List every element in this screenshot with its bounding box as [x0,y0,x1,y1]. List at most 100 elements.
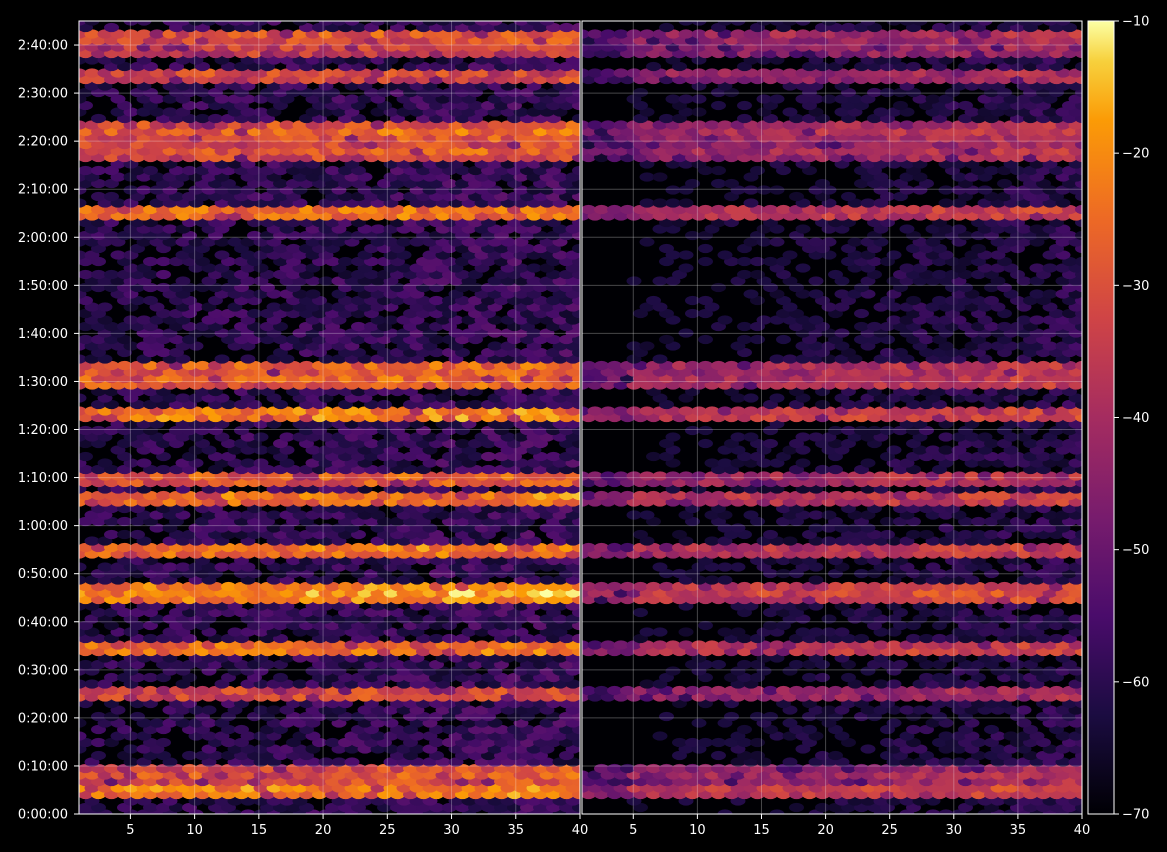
heatmap-cell [468,399,483,410]
heatmap-cell [587,640,603,650]
heatmap-cell [429,295,444,306]
heatmap-cell [652,640,668,650]
heatmap-cell [789,581,804,592]
heatmap-cell [912,705,928,715]
heatmap-cell [659,581,674,592]
heatmap-cell [91,750,106,761]
heatmap-cell [91,191,106,202]
heatmap-cell [266,705,282,715]
heatmap-cell [182,763,197,774]
heatmap-cell [672,763,687,774]
heatmap-cell [886,679,902,689]
heatmap-cell [344,757,360,767]
heatmap-cell [325,737,340,748]
heatmap-cell [156,464,171,475]
heatmap-cell [997,581,1012,592]
heatmap-cell [396,237,412,247]
heatmap-cell [299,360,314,371]
heatmap-cell [776,685,791,696]
heatmap-cell [117,360,132,371]
heatmap-cell [984,685,999,696]
heatmap-cell [582,581,596,592]
heatmap-cell [370,224,386,234]
heatmap-cell [613,640,629,650]
heatmap-cell [351,542,366,553]
heatmap-cell [240,354,256,364]
heatmap-cell [750,711,765,722]
heatmap-cell [633,581,648,592]
heatmap-cell [79,425,93,436]
heatmap-cell [607,685,622,696]
heatmap-cell [821,627,837,637]
heatmap-cell [208,113,223,124]
heatmap-cell [79,269,93,280]
heatmap-cell [559,22,574,33]
heatmap-cell [91,165,106,176]
heatmap-cell [841,581,856,592]
heatmap-cell [639,627,655,637]
heatmap-cell [828,750,843,761]
heatmap-cell [253,705,269,715]
heatmap-cell [143,165,158,176]
heatmap-cell [149,29,165,39]
heatmap-cell [234,724,249,735]
heatmap-cell [867,581,882,592]
heatmap-cell [318,523,334,533]
heatmap-cell [834,627,850,637]
heatmap-cell [919,633,934,644]
heatmap-cell [195,113,210,124]
heatmap-cell [815,802,830,813]
heatmap-cell [841,672,856,683]
heatmap-cell [815,672,830,683]
heatmap-cell [97,302,113,312]
heatmap-cell [130,529,145,540]
heatmap-cell [717,627,733,637]
heatmap-cell [143,672,158,683]
heatmap-cell [938,757,954,767]
heatmap-cell [737,659,752,670]
heatmap-cell [704,640,720,650]
heatmap-cell [351,321,366,332]
heatmap-cell [906,724,921,735]
heatmap-cell [279,432,295,442]
heatmap-cell [136,315,152,325]
heatmap-cell [156,737,171,748]
heatmap-cell [828,581,843,592]
heatmap-cell [899,705,915,715]
heatmap-cell [279,120,295,130]
heatmap-cell [136,185,152,195]
heatmap-cell [769,640,785,650]
heatmap-cell [763,685,778,696]
heatmap-cell [227,627,243,637]
heatmap-cell [782,718,798,728]
heatmap-cell [338,581,353,592]
heatmap-cell [893,659,908,670]
heatmap-cell [104,672,119,683]
heatmap-cell [195,685,210,696]
heatmap-cell [737,581,752,592]
heatmap-cell [539,575,555,585]
heatmap-cell [854,581,869,592]
heatmap-cell [646,581,661,592]
heatmap-cell [594,685,609,696]
heatmap-cell [247,230,262,241]
heatmap-cell [925,562,941,572]
heatmap-cell [175,393,191,403]
heatmap-cell [487,120,503,130]
heatmap-cell [730,562,746,572]
heatmap-cell [247,308,262,319]
heatmap-cell [711,737,726,748]
heatmap-cell [79,575,87,585]
heatmap-cell [880,737,895,748]
heatmap-cell [266,510,282,520]
heatmap-cell [594,581,609,592]
heatmap-cell [123,185,139,195]
heatmap-cell [1049,685,1064,696]
heatmap-cell [494,581,509,592]
heatmap-cell [442,633,457,644]
heatmap-cell [104,269,119,280]
heatmap-cell [932,633,947,644]
heatmap-cell [286,243,301,254]
heatmap-cell [442,724,457,735]
heatmap-cell [227,510,243,520]
